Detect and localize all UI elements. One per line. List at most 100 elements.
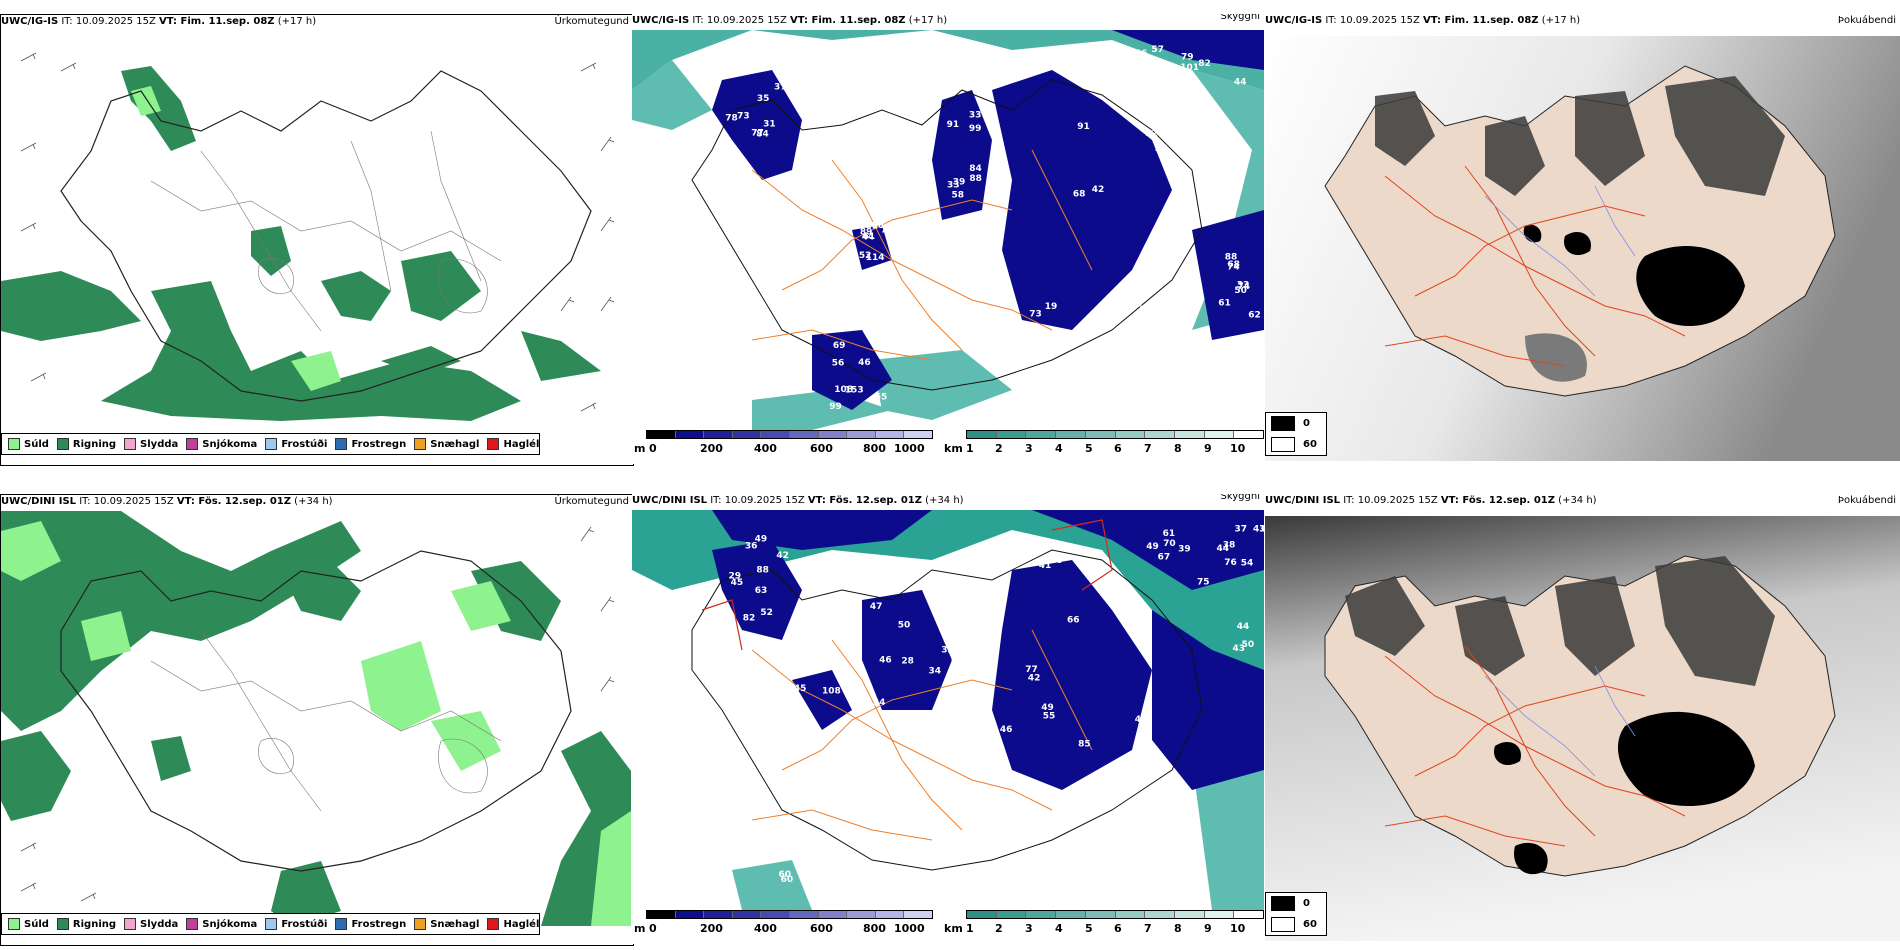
visibility-value-label: 76 <box>1224 558 1237 568</box>
km-tick: 10 <box>1230 442 1246 455</box>
visibility-value-label: 38 <box>1223 541 1236 551</box>
visibility-value-label: 47 <box>870 602 883 612</box>
fog-black-swatch <box>1271 416 1295 431</box>
panel-title: Skyggni <box>1220 14 1260 22</box>
rain-swatch <box>56 918 69 930</box>
valid-time: VT: Fim. 11.sep. 08Z <box>159 16 275 27</box>
visibility-value-label: 114 <box>827 858 846 868</box>
visibility-value-label: 52 <box>760 608 773 618</box>
precip-map[interactable] <box>1 31 631 446</box>
legend-item-rigning: Rigning <box>56 438 116 450</box>
visibility-map[interactable]: 52 108 94 76 75 76 32 32 29 70 47 77 70 54 48 114 82 45 50… <box>632 510 1264 910</box>
visibility-value-label: 70 <box>797 731 810 741</box>
visibility-value-label: 42 <box>1135 715 1148 725</box>
visibility-value-label: 65 <box>875 393 888 403</box>
visibility-value-label: 34 <box>1139 305 1152 315</box>
fog-legend: 0 60 <box>1265 412 1327 456</box>
visibility-value-label: 89 <box>860 228 873 238</box>
visibility-value-label: 108 <box>834 385 853 395</box>
visibility-value-label: 61 <box>1218 299 1231 309</box>
visibility-value-label: 95 <box>813 881 826 891</box>
visibility-value-label: 66 <box>1067 615 1080 625</box>
sleet-swatch <box>124 438 137 450</box>
visibility-value-label: 85 <box>1078 740 1091 750</box>
fog-map[interactable] <box>1265 36 1900 461</box>
visibility-value-label: 61 <box>863 232 876 242</box>
km-tick: 2 <box>995 442 1003 455</box>
visibility-value-label: 32 <box>814 837 827 847</box>
visibility-value-label: 95 <box>827 869 840 879</box>
visibility-value-label: 37 <box>1235 525 1248 535</box>
km-tick: 8 <box>1174 922 1182 935</box>
legend-label: Frostúði <box>281 918 328 930</box>
visibility-value-label: 31 <box>763 120 776 130</box>
visibility-value-label: 54 <box>1241 559 1254 569</box>
visibility-value-label: 76 <box>1050 556 1063 566</box>
visibility-value-label: 88 <box>1225 253 1238 263</box>
visibility-value-label: 73 <box>1029 309 1042 319</box>
fog-map[interactable] <box>1265 516 1900 941</box>
fog-legend-row-0: 0 <box>1266 893 1326 914</box>
visibility-value-label: 58 <box>728 170 741 180</box>
visibility-panel-top: UWC/IG-IS IT: 10.09.2025 15Z VT: Fim. 11… <box>632 14 1264 464</box>
km-tick: 6 <box>1114 922 1122 935</box>
valid-time: VT: Fös. 12.sep. 01Z <box>1440 495 1555 506</box>
m-tick: 800 <box>863 922 886 935</box>
legend-item-slydda: Slydda <box>124 438 178 450</box>
precip-type-panel-bottom: UWC/DINI ISL IT: 10.09.2025 15Z VT: Fös.… <box>0 494 634 946</box>
visibility-value-label: 35 <box>757 94 770 104</box>
precip-legend: Súld Rigning Slydda Snjókoma Frostúði Fr… <box>1 913 540 935</box>
visibility-value-label: 62 <box>1248 310 1261 320</box>
model-name: UWC/IG-IS <box>632 15 690 26</box>
km-tick: 10 <box>1230 922 1246 935</box>
km-tick: 4 <box>1055 442 1063 455</box>
visibility-value-label: 77 <box>1025 665 1038 675</box>
lead-time: (+17 h) <box>1538 15 1581 26</box>
visibility-value-label: 81 <box>866 222 879 232</box>
visibility-value-label: 44 <box>1217 544 1230 554</box>
visibility-value-label: 55 <box>1155 144 1168 154</box>
precip-map[interactable] <box>1 511 631 926</box>
legend-item-sudd: Súld <box>8 918 49 930</box>
lead-time: (+17 h) <box>274 16 317 27</box>
visibility-value-label: 55 <box>1043 712 1056 722</box>
legend-label: Snæhagl <box>430 438 480 450</box>
valid-time: VT: Fim. 11.sep. 08Z <box>1423 15 1539 26</box>
visibility-value-label: 63 <box>755 586 768 596</box>
visibility-value-label: 49 <box>1041 703 1054 713</box>
km-tick: 8 <box>1174 442 1182 455</box>
lead-time: (+17 h) <box>905 15 948 26</box>
visibility-value-label: 46 <box>1000 725 1013 735</box>
visibility-labels: 52 108 94 76 75 76 32 32 29 70 47 77 70 54 48 114 82 45 50… <box>729 524 1265 900</box>
legend-label: Snjókoma <box>202 918 258 930</box>
init-time: IT: 10.09.2025 15Z <box>76 496 177 507</box>
visibility-value-label: 45 <box>731 578 744 588</box>
visibility-value-label: 94 <box>873 698 886 708</box>
valid-time: VT: Fös. 12.sep. 01Z <box>807 495 922 506</box>
visibility-value-label: 84 <box>1141 78 1154 88</box>
hail-swatch <box>487 438 500 450</box>
visibility-value-label: 42 <box>1028 674 1041 684</box>
m-tick: 200 <box>700 442 723 455</box>
legend-item-snaehagl: Snæhagl <box>414 918 479 930</box>
drizzle-swatch <box>8 438 20 450</box>
visibility-value-label: 76 <box>763 642 776 652</box>
visibility-value-label: 153 <box>845 386 864 396</box>
legend-label: Súld <box>24 918 49 930</box>
m-tick: 1000 <box>894 442 925 455</box>
visibility-value-label: 38 <box>1259 524 1264 534</box>
visibility-colorbar-m: m 0 200 400 600 800 1000 <box>632 910 933 940</box>
panel-title: Þokuábendi <box>1837 15 1896 26</box>
model-name: UWC/DINI ISL <box>1265 495 1341 506</box>
visibility-value-label: 42 <box>1092 185 1105 195</box>
visibility-map[interactable]: 84 91 68 84 68 153 88 35 33 42 57 62 56 70 77 99 73 79 88 1… <box>632 30 1264 430</box>
visibility-value-label: 33 <box>947 180 960 190</box>
visibility-value-label: 44 <box>755 668 768 678</box>
legend-item-snjokoma: Snjókoma <box>186 438 257 450</box>
m-unit-label: m <box>634 922 646 935</box>
visibility-value-label: 70 <box>951 658 964 668</box>
visibility-value-label: 43 <box>806 634 819 644</box>
snow-swatch <box>186 438 199 450</box>
visibility-value-label: 48 <box>959 731 972 741</box>
visibility-value-label: 70 <box>881 226 894 236</box>
